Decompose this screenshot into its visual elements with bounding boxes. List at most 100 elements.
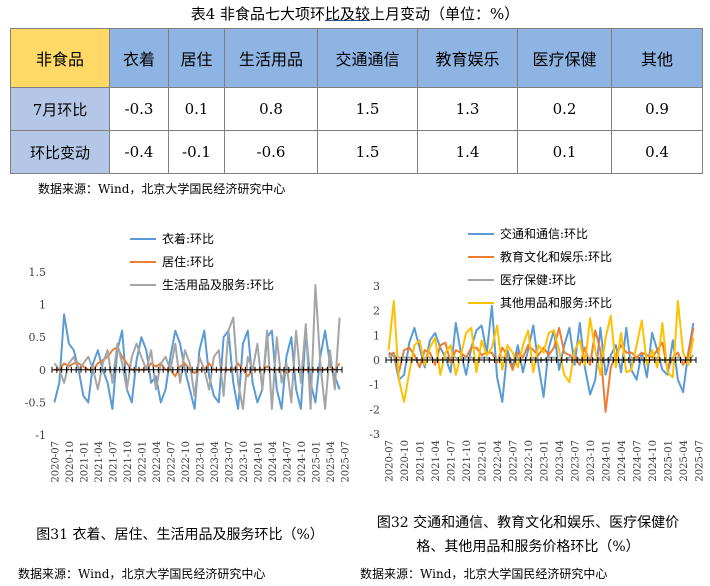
cpi-table: 非食品 衣着 居住 生活用品 交通通信 教育娱乐 医疗保健 其他 7月环比 -0… [10, 28, 703, 174]
table-title: 表4 非食品七大项环比及较上月变动（单位：%） [190, 5, 520, 23]
x-tick-label: 2020-07 [385, 440, 396, 482]
x-tick-label: 2020-10 [65, 441, 76, 483]
x-tick-label: 2024-10 [297, 441, 308, 483]
x-tick-label: 2024-07 [633, 440, 644, 482]
x-tick-label: 2023-01 [195, 441, 206, 483]
x-tick-label: 2022-04 [152, 441, 163, 483]
x-tick-label: 2021-01 [79, 441, 90, 483]
x-tick-label: 2022-01 [478, 440, 489, 482]
table-row-label: 7月环比 [10, 87, 110, 131]
table-cell: 1.5 [317, 130, 418, 174]
legend-label: 其他用品和服务:环比 [500, 295, 612, 310]
y-tick-label: 1.5 [29, 266, 47, 279]
y-tick-label: 2 [373, 305, 380, 318]
x-tick-label: 2021-10 [123, 441, 134, 483]
x-tick-label: 2024-07 [282, 441, 293, 483]
table-cell: 1.3 [417, 87, 518, 131]
chart-caption-right: 图32 交通和通信、教育文化和娱乐、医疗保健价 格、其他用品和服务价格环比（%） [358, 511, 698, 559]
table-cell: 0.1 [517, 130, 612, 174]
y-tick-label: -3 [369, 428, 380, 441]
source-note-left: 数据来源：Wind，北京大学国民经济研究中心 [18, 567, 266, 581]
y-tick-label: 1 [39, 299, 46, 312]
y-tick-label: 3 [373, 280, 380, 293]
x-tick-label: 2023-04 [210, 441, 221, 483]
x-tick-label: 2023-10 [239, 441, 250, 483]
x-tick-label: 2020-10 [400, 440, 411, 482]
x-tick-label: 2023-07 [571, 440, 582, 482]
legend-label: 衣着:环比 [162, 231, 214, 246]
table-row-label: 环比变动 [10, 130, 110, 174]
table-cell: 1.5 [317, 87, 418, 131]
x-tick-label: 2024-04 [268, 441, 279, 483]
x-tick-label: 2025-07 [340, 441, 351, 483]
series-line [53, 313, 341, 410]
x-tick-label: 2022-07 [509, 440, 520, 482]
chart-caption-left: 图31 衣着、居住、生活用品及服务环比（%） [36, 527, 324, 543]
x-tick-label: 2025-07 [695, 440, 703, 482]
x-tick-label: 2024-10 [648, 440, 659, 482]
x-tick-label: 2022-10 [181, 441, 192, 483]
chart-caption-right-line2: 格、其他用品和服务价格环比（%） [416, 539, 640, 555]
y-tick-label: -1 [35, 429, 46, 442]
table-cell: 0.9 [611, 87, 703, 131]
x-tick-label: 2024-01 [602, 440, 613, 482]
legend-label: 生活用品及服务:环比 [162, 277, 274, 292]
y-tick-label: -2 [369, 403, 380, 416]
series-line [387, 299, 695, 403]
table-header-cell: 交通通信 [317, 28, 418, 88]
x-tick-label: 2021-07 [108, 441, 119, 483]
table-row: 环比变动 -0.4 -0.1 -0.6 1.5 1.4 0.1 0.4 [10, 130, 703, 174]
series-line [388, 304, 695, 403]
y-tick-label: -1 [369, 379, 380, 392]
table-header-cell: 生活用品 [224, 28, 318, 88]
chart-caption-right-line1: 图32 交通和通信、教育文化和娱乐、医疗保健价 [376, 515, 680, 531]
x-tick-label: 2022-07 [166, 441, 177, 483]
table-header-cell: 衣着 [109, 28, 169, 88]
series-line [388, 326, 695, 413]
series-line [53, 284, 341, 410]
y-tick-label: 1 [373, 329, 380, 342]
x-tick-label: 2024-04 [617, 440, 628, 482]
table-cell: -0.6 [224, 130, 318, 174]
table-header-cell: 居住 [168, 28, 225, 88]
x-tick-label: 2021-04 [94, 441, 105, 483]
x-tick-label: 2022-01 [137, 441, 148, 483]
legend-label: 交通和通信:环比 [500, 226, 588, 241]
table-row: 7月环比 -0.3 0.1 0.8 1.5 1.3 0.2 0.9 [10, 87, 703, 131]
table-header-cell: 医疗保健 [517, 28, 612, 88]
table-header-row: 非食品 衣着 居住 生活用品 交通通信 教育娱乐 医疗保健 其他 [10, 28, 703, 88]
x-tick-label: 2023-10 [586, 440, 597, 482]
x-tick-label: 2021-04 [431, 440, 442, 482]
x-tick-label: 2025-04 [326, 441, 337, 483]
table-corner-cell: 非食品 [10, 28, 110, 88]
table-cell: 0.1 [168, 87, 225, 131]
x-tick-label: 2023-07 [224, 441, 235, 483]
y-tick-label: 0 [39, 364, 46, 377]
table-header-cell: 其他 [611, 28, 703, 88]
x-tick-label: 2025-01 [311, 441, 322, 483]
x-tick-label: 2025-04 [679, 440, 690, 482]
legend-label: 教育文化和娱乐:环比 [500, 249, 612, 264]
y-tick-label: 0.5 [29, 331, 47, 344]
table-cell: -0.3 [109, 87, 169, 131]
table-cell: -0.1 [168, 130, 225, 174]
x-tick-label: 2023-01 [540, 440, 551, 482]
table-cell: 0.8 [224, 87, 318, 131]
x-tick-label: 2022-10 [524, 440, 535, 482]
x-tick-label: 2025-01 [664, 440, 675, 482]
legend-label: 居住:环比 [162, 255, 214, 269]
table-cell: -0.4 [109, 130, 169, 174]
x-tick-label: 2021-07 [447, 440, 458, 482]
table-cell: 1.4 [417, 130, 518, 174]
x-tick-label: 2021-01 [416, 440, 427, 482]
x-tick-label: 2024-01 [253, 441, 264, 483]
y-tick-label: 0 [373, 354, 380, 367]
x-tick-label: 2020-07 [50, 441, 61, 483]
source-note-right: 数据来源：Wind，北京大学国民经济研究中心 [360, 567, 608, 581]
legend-label: 医疗保健:环比 [500, 273, 576, 287]
y-tick-label: -0.5 [25, 396, 46, 409]
table-cell: 0.2 [517, 87, 612, 131]
source-note: 数据来源：Wind，北京大学国民经济研究中心 [38, 182, 286, 196]
